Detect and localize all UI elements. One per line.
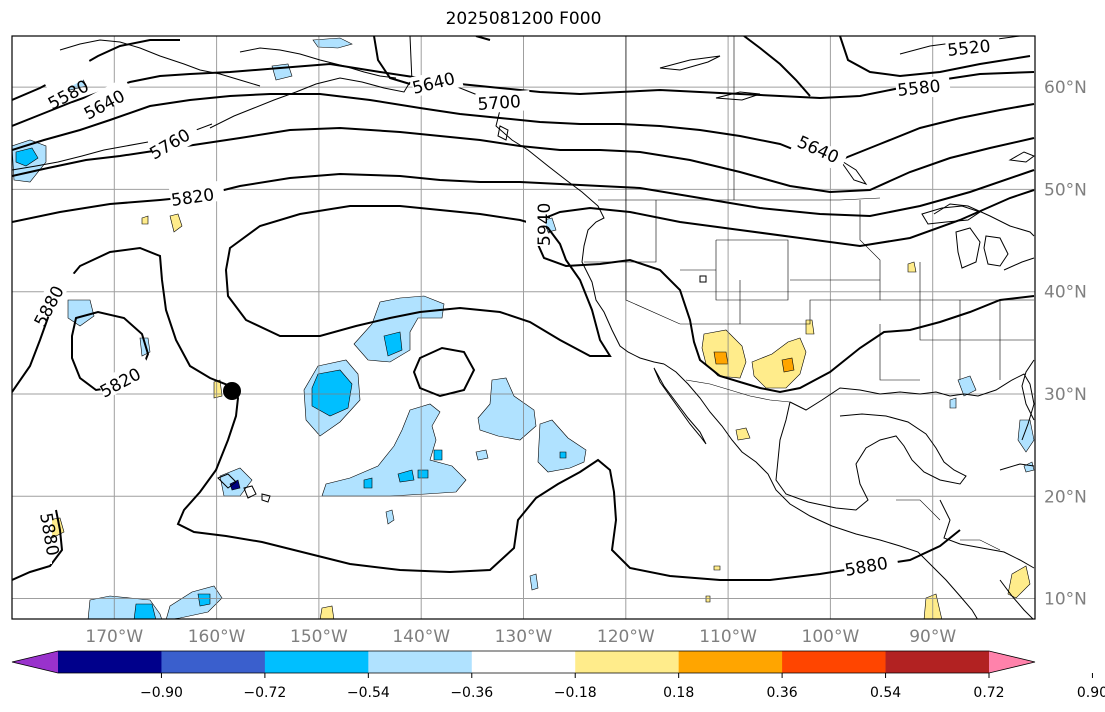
contour-label-5520: 5520 [946,37,991,61]
colorbar-tick-label: 0.18 [663,685,694,701]
latitude-labels: 60°N 50°N 40°N 30°N 20°N 10°N [1044,78,1087,609]
coastlines [12,36,1035,619]
longitude-labels: 170°W 160°W 150°W 140°W 130°W 120°W 110°W 100°W… [85,627,956,647]
colorbar-extend-high [989,651,1035,673]
colorbar-segment [471,651,576,673]
lat-label-30: 30°N [1044,385,1087,405]
map-frame [11,35,1036,620]
lon-label-130: 130°W [495,627,553,647]
plot-title: 2025081200 F000 [445,9,602,29]
contour-label-5700: 5700 [477,92,522,115]
contour-label-5880-c: 5880 [843,554,889,581]
lat-label-20: 20°N [1044,487,1087,507]
lon-label-140: 140°W [392,627,450,647]
lon-label-170: 170°W [85,627,143,647]
colorbar-tick-label: 0.36 [767,685,798,701]
contour-label-5760: 5760 [147,125,194,164]
colorbar-segment [161,651,266,673]
colorbar-extend-low [12,651,58,673]
lon-label-150: 150°W [290,627,348,647]
colorbar-tick-label: −0.54 [347,685,390,701]
lon-label-90: 90°W [909,627,956,647]
colorbar-tick-label: 0.54 [870,685,901,701]
lon-label-120: 120°W [597,627,655,647]
colorbar-segment [782,651,887,673]
graticule [12,36,1035,619]
colorbar-segment [368,651,473,673]
colorbar-outline [11,650,1036,674]
colorbar-segment [885,651,990,673]
colorbar-segment [678,651,783,673]
colorbar-tick-label: −0.36 [450,685,493,701]
colorbar-tick-label: −0.18 [554,685,597,701]
contour-label-5640-c: 5640 [794,132,842,168]
lat-label-60: 60°N [1044,78,1087,98]
contour-label-5640-b: 5640 [410,69,457,99]
lat-label-40: 40°N [1044,283,1087,303]
colorbar-tick-label: 0.90 [1077,685,1105,701]
center-point-marker [223,382,241,400]
lat-label-10: 10°N [1044,590,1087,610]
lon-label-100: 100°W [802,627,860,647]
lat-label-50: 50°N [1044,180,1087,200]
contour-label-5580-b: 5580 [896,77,941,101]
colorbar-segment [575,651,680,673]
lon-label-110: 110°W [699,627,757,647]
lon-label-160: 160°W [188,627,246,647]
borders [584,36,1034,551]
colorbar-tick-label: 0.72 [973,685,1004,701]
contour-label-5940: 5940 [535,203,555,246]
colorbar-tick-label: −0.90 [140,685,183,701]
colorbar [11,650,1036,674]
colorbar-segment [264,651,369,673]
colorbar-tick-label: −0.72 [243,685,286,701]
contour-label-group: 5580 5640 5760 5820 5880 5820 5880 5640 … [31,36,1001,581]
colorbar-segment [58,651,162,673]
colorbar-ticks: −0.90 −0.72 −0.54 −0.36 −0.18 0.18 0.36 0.54 0.7… [140,673,1105,701]
